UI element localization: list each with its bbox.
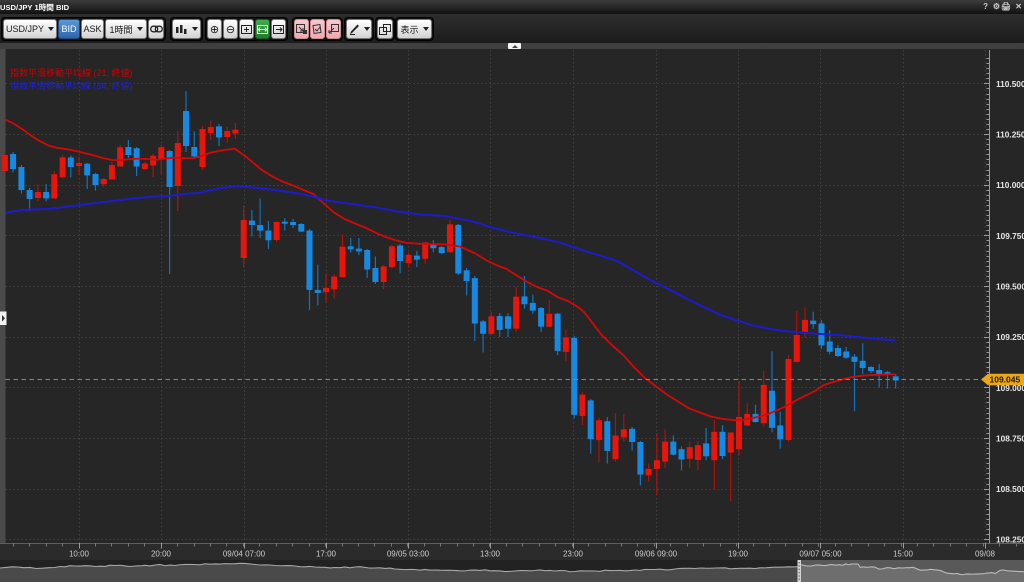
svg-text:109.500: 109.500 — [996, 282, 1024, 292]
svg-text:指数平滑移動平均線 (21, 終値): 指数平滑移動平均線 (21, 終値) — [10, 67, 133, 78]
svg-text:20:00: 20:00 — [151, 550, 172, 559]
svg-text:指数平滑移動平均線 (84, 終値): 指数平滑移動平均線 (84, 終値) — [10, 80, 133, 91]
svg-text:13:00: 13:00 — [480, 550, 501, 559]
svg-text:108.250: 108.250 — [996, 535, 1024, 545]
svg-text:15:00: 15:00 — [893, 550, 914, 559]
svg-text:110.000: 110.000 — [996, 180, 1024, 190]
svg-text:09/06 09:00: 09/06 09:00 — [635, 550, 678, 559]
svg-text:09/04 07:00: 09/04 07:00 — [223, 550, 266, 559]
svg-text:109.045: 109.045 — [990, 375, 1021, 385]
svg-text:110.500: 110.500 — [996, 79, 1024, 89]
svg-text:110.250: 110.250 — [996, 130, 1024, 140]
svg-text:109.000: 109.000 — [996, 383, 1024, 393]
svg-text:17:00: 17:00 — [316, 550, 337, 559]
svg-text:10:00: 10:00 — [69, 550, 90, 559]
svg-text:109.250: 109.250 — [996, 332, 1024, 342]
svg-text:108.750: 108.750 — [996, 433, 1024, 443]
svg-text:109.750: 109.750 — [996, 231, 1024, 241]
svg-text:09/08: 09/08 — [975, 550, 996, 559]
svg-text:09/07 05:00: 09/07 05:00 — [799, 550, 842, 559]
svg-text:09/05 03:00: 09/05 03:00 — [387, 550, 430, 559]
svg-text:108.500: 108.500 — [996, 484, 1024, 494]
svg-text:23:00: 23:00 — [563, 550, 584, 559]
svg-text:19:00: 19:00 — [728, 550, 749, 559]
